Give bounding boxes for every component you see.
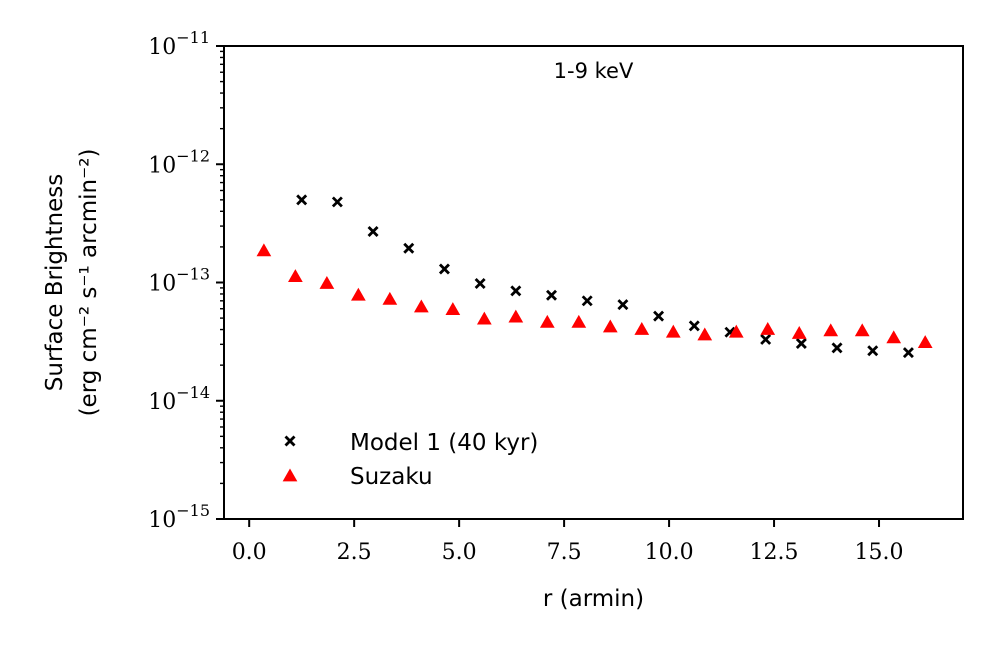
x-tick-label: 15.0 [855,540,904,565]
x-tick-label: 10.0 [645,540,694,565]
legend-label-suzaku: Suzaku [350,464,433,490]
legend-label-model: Model 1 (40 kyr) [350,430,538,456]
x-tick-label: 0.0 [232,540,267,565]
y-axis-label-line2: (erg cm⁻² s⁻¹ arcmin⁻²) [76,149,102,417]
x-tick-label: 2.5 [337,540,372,565]
x-tick-label: 5.0 [442,540,477,565]
chart-background [0,0,999,648]
chart-root: 0.0 2.5 5.0 7.5 10.0 12.5 15.010−1510−1410−131… [0,0,999,648]
x-tick-label: 7.5 [547,540,582,565]
y-axis-label-line1: Surface Brightness [42,174,68,391]
x-axis-label: r (armin) [543,586,644,612]
annotation-energy-band: 1-9 keV [554,59,634,83]
x-tick-label: 12.5 [750,540,799,565]
